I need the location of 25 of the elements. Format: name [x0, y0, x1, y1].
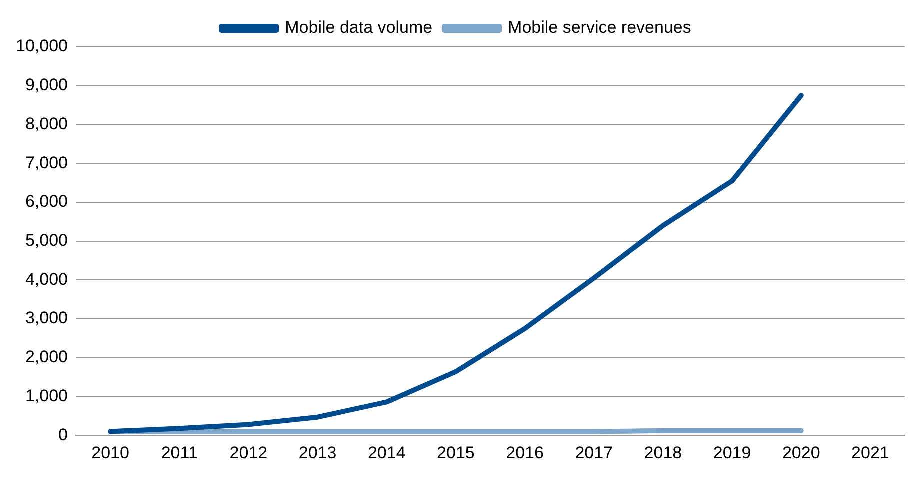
legend-label: Mobile data volume [285, 18, 433, 38]
x-tick-label: 2019 [713, 443, 752, 462]
y-tick-label: 0 [58, 425, 68, 444]
x-tick-label: 2015 [437, 443, 475, 462]
x-tick-label: 2020 [782, 443, 820, 462]
x-tick-label: 2012 [230, 443, 268, 462]
x-tick-label: 2011 [161, 443, 198, 462]
y-tick-label: 2,000 [25, 348, 68, 367]
x-tick-label: 2010 [92, 443, 130, 462]
y-tick-label: 1,000 [25, 386, 68, 406]
y-tick-label: 4,000 [25, 270, 68, 289]
x-tick-label: 2017 [575, 443, 614, 462]
x-tick-label: 2018 [644, 443, 682, 462]
legend-label: Mobile service revenues [508, 18, 692, 38]
y-tick-label: 8,000 [25, 114, 68, 134]
x-tick-label: 2013 [298, 443, 337, 462]
y-tick-label: 3,000 [25, 308, 68, 328]
y-tick-label: 6,000 [25, 192, 68, 212]
x-tick-label: 2014 [368, 443, 406, 462]
y-tick-label: 5,000 [25, 230, 68, 250]
y-tick-label: 9,000 [25, 76, 68, 95]
x-tick-label: 2016 [506, 443, 544, 462]
y-tick-label: 7,000 [25, 153, 68, 172]
y-tick-label: 10,000 [16, 36, 68, 56]
x-tick-label: 2021 [852, 443, 890, 462]
